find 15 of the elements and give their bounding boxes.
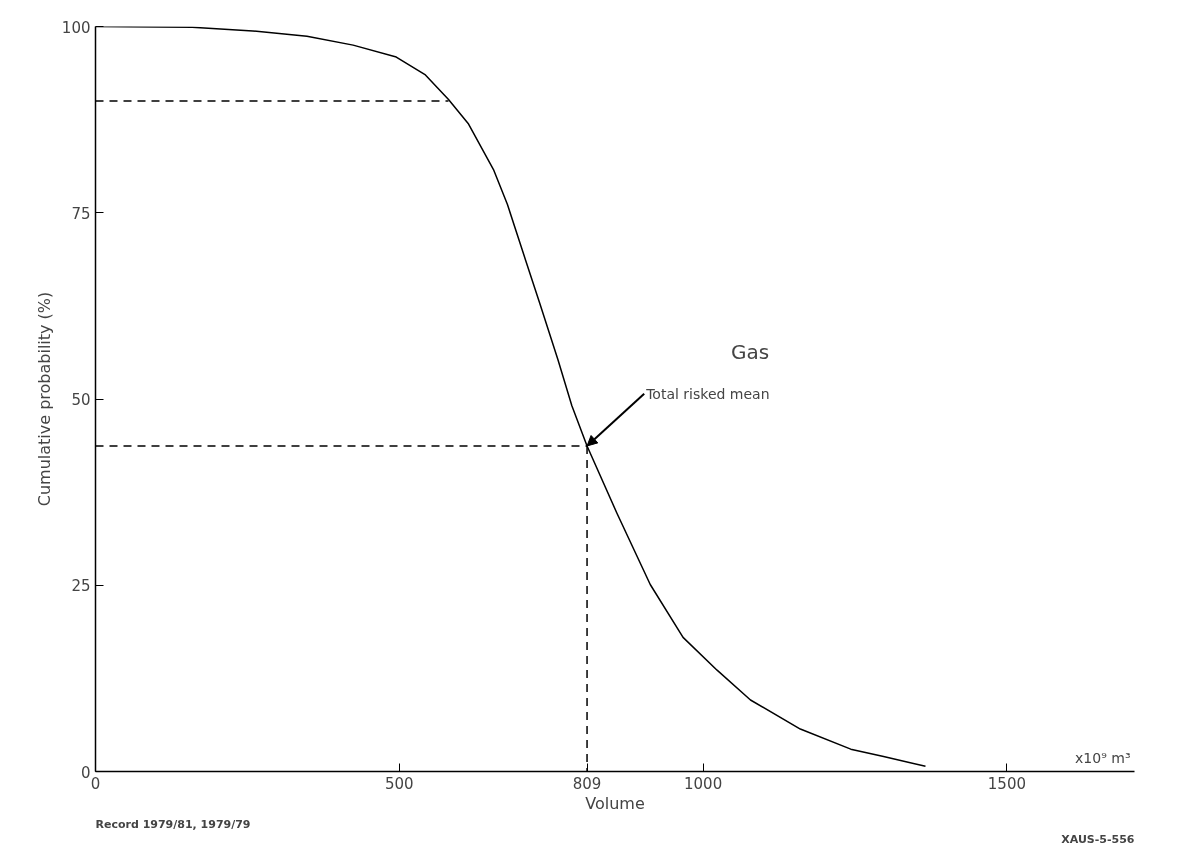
annotation: Total risked mean xyxy=(645,385,770,402)
y-tick-label: 25 xyxy=(71,577,91,596)
x-tick-label: 1000 xyxy=(684,774,723,793)
x-axis-title: Volume xyxy=(585,793,645,813)
text: Record 1979/81, 1979/79 xyxy=(95,817,251,831)
annotation: x10⁹ m³ xyxy=(1075,749,1131,766)
x-tick-label: 1500 xyxy=(987,774,1026,793)
y-tick-label: 100 xyxy=(61,18,91,37)
y-tick-label: 50 xyxy=(71,391,91,409)
text: XAUS-5-556 xyxy=(1061,832,1135,845)
y-tick-label: 75 xyxy=(71,204,91,223)
x-tick-label: 809 xyxy=(572,774,602,793)
text: Gas xyxy=(731,339,770,364)
y-axis-title: Cumulative probability (%) xyxy=(34,291,54,507)
x-tick-label: 500 xyxy=(384,774,414,793)
